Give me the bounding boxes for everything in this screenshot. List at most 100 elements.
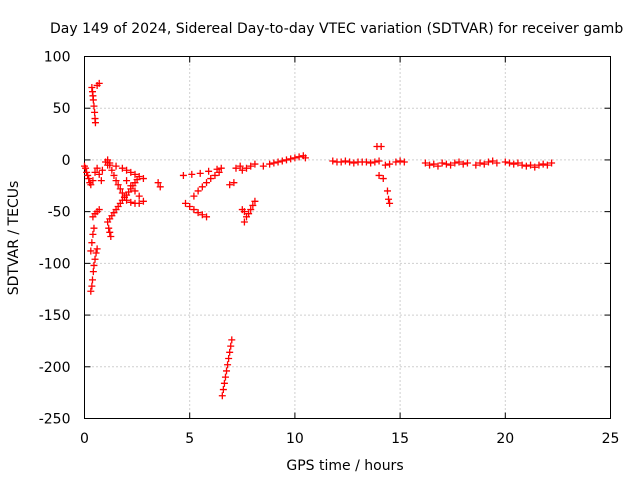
y-axis-label: SDTVAR / TECUs — [6, 181, 22, 296]
data-point — [85, 175, 93, 183]
data-point — [251, 160, 259, 168]
series-fan-3 — [104, 176, 141, 240]
data-point — [127, 168, 135, 176]
data-point — [221, 373, 229, 381]
series-cluster-14 — [373, 142, 394, 207]
series-flat-12-14 — [329, 157, 383, 167]
data-point — [434, 162, 442, 170]
x-tick-label: 20 — [496, 431, 514, 447]
data-point — [91, 168, 99, 176]
data-point — [211, 171, 219, 179]
data-point — [196, 169, 204, 177]
data-point — [135, 192, 143, 200]
data-point — [379, 175, 387, 183]
data-point — [295, 153, 303, 161]
data-point — [274, 158, 282, 166]
data-point — [247, 206, 255, 214]
data-point — [463, 159, 471, 167]
data-point — [90, 224, 98, 232]
data-point — [455, 158, 463, 166]
data-point — [472, 161, 480, 169]
data-point — [116, 185, 124, 193]
data-point — [238, 166, 246, 174]
data-point — [337, 158, 345, 166]
data-point — [194, 187, 202, 195]
x-tick-label: 15 — [391, 431, 409, 447]
data-point — [89, 96, 97, 104]
data-point — [205, 167, 213, 175]
data-point — [270, 159, 278, 167]
data-point — [392, 158, 400, 166]
series-mid-small — [226, 162, 259, 226]
data-point — [217, 164, 225, 172]
x-tick-label: 10 — [286, 431, 304, 447]
data-point — [123, 177, 131, 185]
data-point — [203, 213, 211, 221]
data-point — [123, 166, 131, 174]
data-point — [367, 159, 375, 167]
data-point — [438, 159, 446, 167]
data-point — [386, 199, 394, 207]
data-point — [243, 164, 251, 172]
data-point — [480, 160, 488, 168]
data-point — [291, 154, 299, 162]
data-point — [249, 201, 257, 209]
data-point — [89, 177, 97, 185]
data-point — [139, 197, 147, 205]
data-point — [535, 161, 543, 169]
y-tick-label: -50 — [48, 205, 71, 221]
data-point — [112, 162, 120, 170]
data-point — [493, 159, 501, 167]
data-point — [518, 161, 526, 169]
series-early-high — [88, 79, 103, 127]
series-early-low — [87, 206, 103, 295]
data-point — [105, 224, 113, 232]
data-point — [91, 108, 99, 116]
data-point — [90, 102, 98, 110]
data-point — [447, 161, 455, 169]
data-point — [287, 155, 295, 163]
data-point — [506, 159, 514, 167]
data-point — [186, 202, 194, 210]
data-point — [181, 199, 189, 207]
x-axis-label: GPS time / hours — [286, 458, 403, 474]
data-point — [514, 159, 522, 167]
data-point — [386, 160, 394, 168]
data-point — [198, 183, 206, 191]
data-point — [251, 197, 259, 205]
data-point — [227, 342, 235, 350]
gridlines — [84, 56, 611, 419]
data-point — [97, 177, 105, 185]
data-point — [377, 142, 385, 150]
data-point — [190, 192, 198, 200]
data-point — [362, 158, 370, 166]
data-point — [131, 170, 139, 178]
data-point — [245, 210, 253, 218]
data-point — [89, 230, 97, 238]
data-point — [114, 181, 122, 189]
plot-frame — [84, 56, 611, 419]
data-point — [188, 170, 196, 178]
data-point — [484, 158, 492, 166]
ticks — [84, 56, 611, 419]
data-point — [531, 163, 539, 171]
data-point — [93, 164, 101, 172]
data-point — [219, 386, 227, 394]
data-point — [489, 157, 497, 165]
data-point — [127, 198, 135, 206]
data-point — [282, 156, 290, 164]
series-mid-rise — [154, 164, 225, 221]
data-point — [108, 166, 116, 174]
data-point — [442, 160, 450, 168]
data-point — [83, 168, 91, 176]
data-point — [385, 195, 393, 203]
data-point — [381, 161, 389, 169]
data-point — [220, 379, 228, 387]
data-point — [131, 187, 139, 195]
data-point — [225, 355, 233, 363]
data-point — [118, 189, 126, 197]
data-point — [156, 183, 164, 191]
data-point — [459, 160, 467, 168]
data-point — [539, 160, 547, 168]
